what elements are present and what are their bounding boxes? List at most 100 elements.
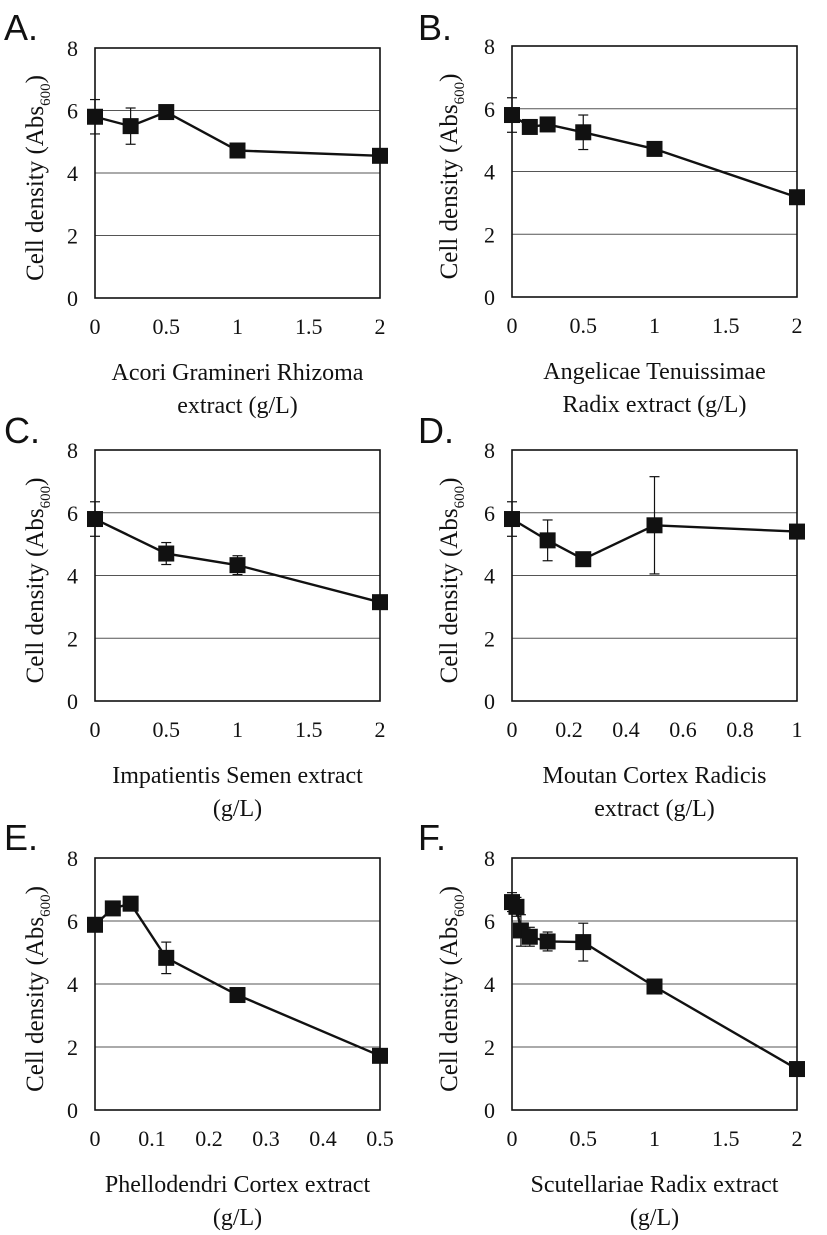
data-point [575,124,592,141]
panel-letter: D. [418,410,454,451]
x-tick-label: 0.5 [153,314,181,339]
y-tick-label: 8 [67,36,78,61]
chart-panel-4: E. 0 2 4 6 8 0 0.1 0.2 0.3 0.4 0.5 Cell density (Abs… [4,817,394,1231]
x-tick-label: 0.2 [195,1126,223,1151]
data-point [539,933,556,950]
data-point [789,189,805,206]
y-tick-label: 4 [484,564,495,589]
y-tick-label: 6 [67,501,78,526]
x-tick-label: 0.5 [570,313,598,338]
plot-frame [511,449,798,702]
y-tick-label: 0 [484,285,495,310]
data-point [575,551,592,568]
panel-letter: F. [418,817,446,858]
x-tick-label: 1 [649,313,660,338]
x-axis-label-line: (g/L) [630,1205,679,1231]
x-tick-label: 0.6 [669,717,697,742]
plot-frame [511,857,798,1111]
data-point [104,900,121,917]
x-axis-label-line: Impatientis Semen extract [112,763,363,789]
x-axis-label-line: Angelicae Tenuissimae [543,359,765,385]
data-point [158,104,175,121]
y-tick-label: 8 [484,438,495,463]
y-axis-label: Cell density (Abs600) [436,886,468,1092]
y-axis-label-close: ) [436,74,463,82]
x-axis-label-line: Scutellariae Radix extract [531,1172,779,1198]
y-tick-label: 2 [484,1035,495,1060]
y-axis-label: Cell density (Abs600) [22,886,54,1092]
panel-letter: B. [418,7,452,48]
series-line [94,902,381,1057]
y-axis-label-subscript: 600 [452,894,468,917]
x-tick-label: 1.5 [295,717,323,742]
data-point [372,147,388,164]
chart-panel-5: F. 0 2 4 6 8 0 0.5 1 1.5 2 Cell density (Abs600) Scu… [418,817,805,1231]
data-point [87,511,103,528]
x-axis-label-line: extract (g/L) [594,796,715,822]
y-axis-label: Cell density (Abs600) [22,75,54,281]
data-point [646,517,663,534]
y-axis-label-subscript: 600 [38,894,54,917]
x-tick-label: 1.5 [295,314,323,339]
y-axis-label: Cell density (Abs600) [436,74,468,280]
data-point [87,916,103,933]
x-tick-label: 0 [90,717,101,742]
x-axis-label-line: Acori Gramineri Rhizoma [112,360,364,386]
y-axis-label-main: Cell density (Abs [436,917,463,1092]
data-point [789,523,805,540]
x-tick-label: 0.5 [153,717,181,742]
panel-letter: C. [4,410,40,451]
plot-frame [94,857,381,1111]
y-tick-label: 0 [67,1098,78,1123]
data-point [504,107,520,124]
x-tick-label: 1.5 [712,313,740,338]
plot-frame [94,47,381,299]
y-tick-label: 6 [484,97,495,122]
panel-letter: A. [4,7,38,48]
y-tick-label: 4 [67,564,78,589]
x-tick-label: 0.5 [570,1126,598,1151]
chart-panel-2: C. 0 2 4 6 8 0 0.5 1 1.5 2 Cell density (Abs600) Imp… [4,410,388,822]
y-tick-label: 0 [484,1098,495,1123]
x-tick-label: 0 [90,314,101,339]
data-point [158,949,175,966]
data-point [229,142,246,159]
y-tick-label: 6 [67,909,78,934]
y-tick-label: 2 [484,626,495,651]
data-point [229,557,246,574]
y-axis-label-subscript: 600 [38,486,54,509]
x-tick-label: 0.5 [366,1126,394,1151]
y-tick-label: 4 [67,161,78,186]
x-tick-label: 1 [792,717,803,742]
x-tick-label: 1.5 [712,1126,740,1151]
data-point [158,545,175,562]
y-axis-label-subscript: 600 [452,82,468,105]
x-axis-label-line: Moutan Cortex Radicis [543,763,767,789]
data-point [789,1061,805,1078]
x-tick-label: 2 [375,717,386,742]
x-axis-label-line: (g/L) [213,1205,262,1231]
x-tick-label: 0.3 [252,1126,280,1151]
plot-frame [94,449,381,702]
y-tick-label: 0 [67,689,78,714]
y-axis-label-main: Cell density (Abs [436,104,463,279]
y-axis-label-main: Cell density (Abs [436,508,463,683]
y-tick-label: 8 [67,438,78,463]
panel-letter: E. [4,817,38,858]
chart-panel-3: D. 0 2 4 6 8 0 0.2 0.4 0.6 0.8 1 Cell density (Abs60… [418,410,805,822]
data-point [504,511,520,528]
x-tick-label: 1 [232,717,243,742]
data-point [521,118,538,135]
series-line [94,517,381,604]
y-axis-label-close: ) [436,478,463,486]
x-axis-label-line: Radix extract (g/L) [563,392,747,418]
x-tick-label: 0 [90,1126,101,1151]
y-tick-label: 6 [67,99,78,124]
data-point [372,1047,388,1064]
x-tick-label: 0 [507,1126,518,1151]
data-point [646,978,663,995]
x-axis-label-line: Phellodendri Cortex extract [105,1172,371,1198]
x-tick-label: 1 [649,1126,660,1151]
y-tick-label: 8 [484,846,495,871]
